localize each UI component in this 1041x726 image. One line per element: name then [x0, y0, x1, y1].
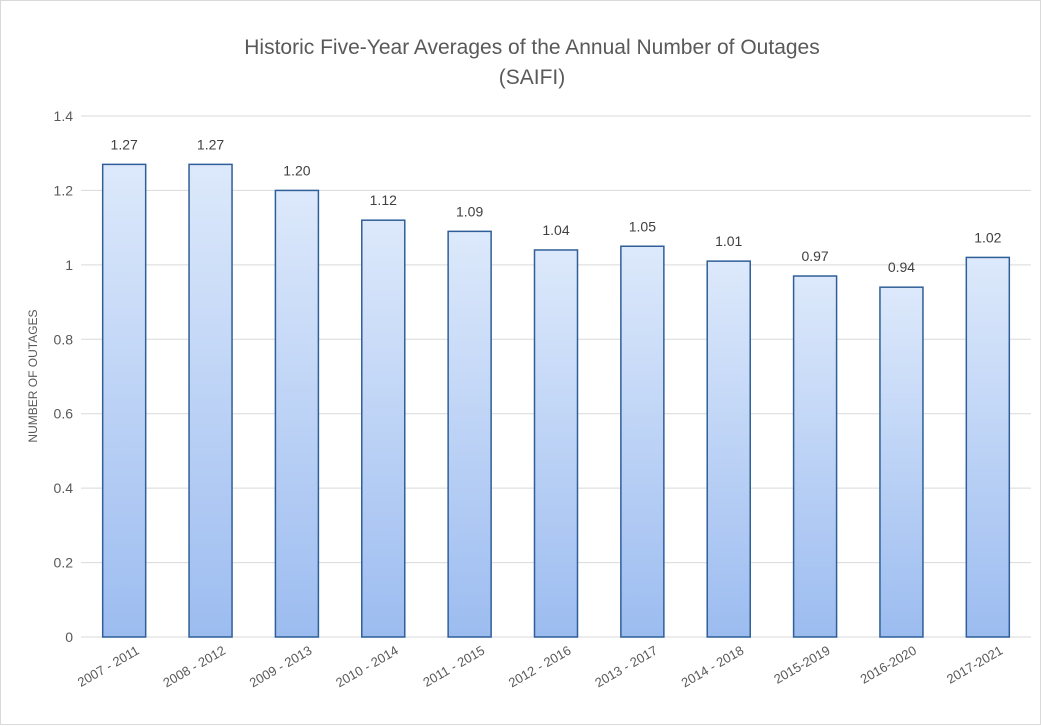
data-label: 1.27	[111, 136, 138, 152]
data-label: 1.09	[456, 203, 483, 219]
bar	[361, 219, 406, 638]
y-axis-title: NUMBER OF OUTAGES	[26, 309, 40, 442]
y-tick-label: 0	[65, 629, 73, 645]
category-label: 2010 - 2014	[333, 643, 401, 691]
bar	[792, 275, 838, 638]
data-label: 1.20	[283, 162, 310, 178]
bar	[965, 256, 1011, 638]
data-label: 1.27	[197, 136, 224, 152]
category-label: 2009 - 2013	[247, 643, 315, 691]
y-tick-labels: 0 0.2 0.4 0.6 0.8 1 1.2 1.4	[54, 108, 74, 645]
data-label: 1.12	[370, 192, 397, 208]
category-label: 2007 - 2011	[75, 643, 142, 690]
category-label: 2012 - 2016	[506, 643, 574, 691]
y-tick-label: 0.4	[54, 480, 74, 496]
bar	[706, 260, 751, 638]
bars	[101, 163, 1011, 638]
data-labels: 1.27 1.27 1.20 1.12 1.09 1.04 1.05 1.01 0.97 0.94…	[111, 136, 1002, 275]
data-label: 0.94	[888, 259, 915, 275]
category-label: 2008 - 2012	[160, 643, 228, 691]
bar	[447, 230, 492, 638]
y-tick-label: 1.2	[54, 182, 74, 198]
bar	[620, 245, 665, 638]
y-tick-label: 0.8	[54, 331, 74, 347]
category-label: 2011 - 2015	[420, 643, 487, 690]
bar	[188, 163, 233, 638]
data-label: 1.05	[629, 218, 656, 234]
category-label: 2015-2019	[771, 643, 832, 687]
category-label: 2016-2020	[858, 643, 919, 687]
data-label: 0.97	[801, 248, 828, 264]
category-labels: 2007 - 2011 2008 - 2012 2009 - 2013 2010 - …	[75, 643, 1005, 691]
y-tick-label: 1	[65, 257, 73, 273]
data-label: 1.02	[974, 229, 1001, 245]
category-label: 2013 - 2017	[592, 643, 660, 691]
category-label: 2017-2021	[944, 643, 1005, 687]
y-tick-label: 0.2	[54, 555, 74, 571]
bar	[101, 163, 147, 638]
y-tick-label: 0.6	[54, 406, 74, 422]
data-label: 1.04	[542, 222, 569, 238]
bar	[533, 249, 579, 638]
bar	[879, 286, 924, 638]
bar	[274, 189, 320, 638]
chart-subtitle: (SAIFI)	[499, 66, 566, 89]
y-tick-label: 1.4	[54, 108, 74, 124]
chart-title: Historic Five-Year Averages of the Annua…	[244, 36, 819, 59]
category-label: 2014 - 2018	[679, 643, 747, 691]
data-label: 1.01	[715, 233, 742, 249]
